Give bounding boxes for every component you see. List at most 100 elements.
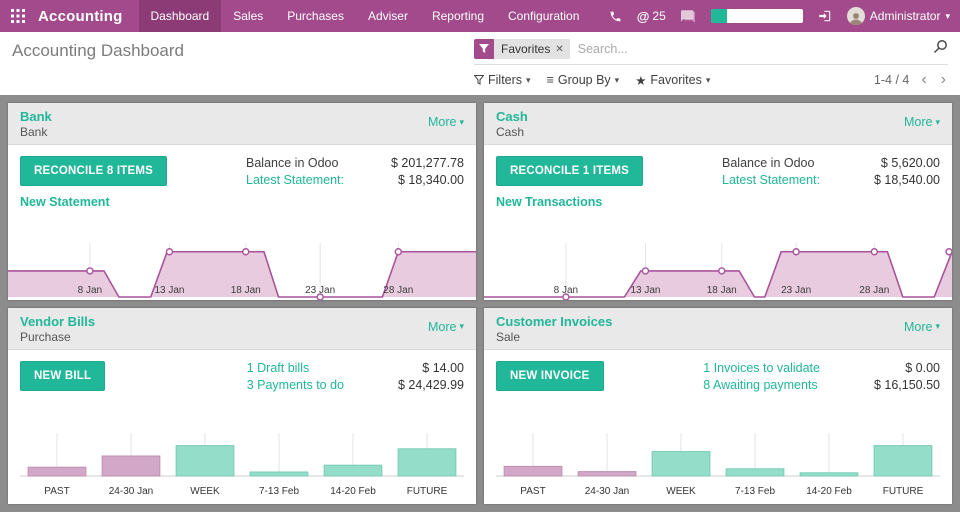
nav-item-configuration[interactable]: Configuration xyxy=(508,9,580,23)
card-vendor-bills-title[interactable]: Vendor Bills xyxy=(20,313,96,329)
card-cash-title[interactable]: Cash xyxy=(496,109,528,124)
usage-gauge[interactable] xyxy=(710,9,803,23)
at-icon: @ xyxy=(636,8,650,24)
new-statement-link[interactable]: New Statement xyxy=(20,195,110,209)
stat-label[interactable]: Latest Statement: xyxy=(722,173,820,187)
search-bar[interactable]: Favorites ✕ Search... xyxy=(474,39,948,65)
usage-gauge-fill xyxy=(710,9,728,23)
bank-balance-chart-svg: 8 Jan 13 Jan 18 Jan 23 Jan 28 Jan xyxy=(8,242,476,300)
stat-label[interactable]: 1 Draft bills xyxy=(246,360,310,375)
search-controls-column: Favorites ✕ Search... Filters ▾ ≡ Group … xyxy=(474,39,948,88)
customer-invoices-chart-labels: PAST 24-30 Jan WEEK 7-13 Feb 14-20 Feb FUTURE xyxy=(496,482,940,497)
card-cash: Cash Cash More ▾ RECONCILE 1 ITEMS New Tr… xyxy=(484,103,952,300)
bank-balance-chart: 8 Jan 13 Jan 18 Jan 23 Jan 28 Jan xyxy=(8,230,476,300)
nav-item-adviser[interactable]: Adviser xyxy=(367,9,408,23)
card-vendor-bills-header: Vendor Bills Purchase More ▾ xyxy=(8,307,476,350)
page-title: Accounting Dashboard xyxy=(12,41,185,60)
apps-grid-icon[interactable] xyxy=(0,0,36,32)
stat-value: $ 5,620.00 xyxy=(880,156,940,170)
pager-next-button[interactable]: › xyxy=(940,71,946,88)
search-input[interactable]: Search... xyxy=(577,42,628,56)
stat-value: $ 201,277.78 xyxy=(391,156,464,170)
bar-category-label: FUTURE xyxy=(882,486,924,497)
card-vendor-bills-subtitle: Purchase xyxy=(20,329,71,344)
sub-header: Accounting Dashboard Favorites ✕ Search.… xyxy=(0,32,960,95)
bars-icon: ≡ xyxy=(546,73,554,87)
top-navbar: Accounting Dashboard Sales Purchases Adv… xyxy=(0,0,960,32)
svg-text:28 Jan: 28 Jan xyxy=(859,285,889,296)
stat-label: Balance in Odoo xyxy=(246,156,339,170)
stat-value: $ 18,340.00 xyxy=(397,173,464,187)
stat-label[interactable]: 3 Payments to do xyxy=(246,377,344,392)
card-cash-body: RECONCILE 1 ITEMS New Transactions Balan… xyxy=(484,145,952,230)
bar-category-label: 7-13 Feb xyxy=(258,486,300,497)
card-vendor-bills-body: NEW BILL 1 Draft bills $ 14.00 3 Payment… xyxy=(8,350,476,432)
card-bank-subtitle: Bank xyxy=(20,125,48,139)
app-name[interactable]: Accounting xyxy=(38,7,123,25)
cash-balance-chart: 8 Jan 13 Jan 18 Jan 23 Jan 28 Jan xyxy=(484,230,952,300)
facet-close-icon[interactable]: ✕ xyxy=(555,43,564,55)
card-customer-invoices: Customer Invoices Sale More ▾ NEW INVOICE… xyxy=(484,307,952,504)
caret-down-icon: ▾ xyxy=(705,74,711,85)
stat-label[interactable]: 1 Invoices to validate xyxy=(703,360,820,375)
search-icon[interactable] xyxy=(933,39,948,59)
new-transactions-link[interactable]: New Transactions xyxy=(496,195,603,209)
nav-item-reporting[interactable]: Reporting xyxy=(431,9,484,23)
vendor-bills-chart-svg xyxy=(20,433,464,477)
stat-value: $ 18,540.00 xyxy=(873,173,940,187)
facet-label: Favorites xyxy=(501,42,551,56)
user-menu[interactable]: Administrator ▾ xyxy=(846,7,950,25)
bar-category-label: 24-30 Jan xyxy=(108,486,154,497)
filters-funnel-icon xyxy=(474,75,484,85)
sign-in-icon[interactable] xyxy=(818,9,832,23)
activity-count: 25 xyxy=(652,9,666,23)
reconcile-items-button[interactable]: RECONCILE 8 ITEMS xyxy=(20,156,168,186)
svg-text:8 Jan: 8 Jan xyxy=(554,285,578,296)
stat-label[interactable]: Latest Statement: xyxy=(246,173,344,187)
card-customer-invoices-title[interactable]: Customer Invoices xyxy=(496,313,613,329)
group-by-button[interactable]: ≡ Group By ▾ xyxy=(546,73,620,87)
card-customer-invoices-more-button[interactable]: More ▾ xyxy=(903,319,940,334)
star-icon: ★ xyxy=(635,73,647,88)
new-invoice-button[interactable]: NEW INVOICE xyxy=(496,360,604,391)
svg-text:8 Jan: 8 Jan xyxy=(78,285,102,296)
caret-down-icon: ▾ xyxy=(459,321,464,331)
pager-range: 1-4 / 4 xyxy=(873,73,910,87)
svg-text:28 Jan: 28 Jan xyxy=(383,285,413,296)
card-bank-stats: Balance in Odoo $ 201,277.78 Latest Stat… xyxy=(246,156,464,187)
avatar xyxy=(846,7,865,25)
cash-balance-chart-svg: 8 Jan 13 Jan 18 Jan 23 Jan 28 Jan xyxy=(484,242,952,300)
bar-category-label: WEEK xyxy=(190,486,220,497)
card-bank-title[interactable]: Bank xyxy=(20,109,52,124)
bar-category-label: PAST xyxy=(44,486,70,497)
nav-item-sales[interactable]: Sales xyxy=(233,9,264,23)
card-cash-stats: Balance in Odoo $ 5,620.00 Latest Statem… xyxy=(722,156,940,187)
stat-label: Balance in Odoo xyxy=(722,156,815,170)
reconcile-items-button[interactable]: RECONCILE 1 ITEMS xyxy=(496,156,644,186)
filters-button[interactable]: Filters ▾ xyxy=(474,73,531,87)
card-vendor-bills-stats: 1 Draft bills $ 14.00 3 Payments to do $… xyxy=(247,361,464,392)
card-cash-more-button[interactable]: More ▾ xyxy=(903,115,940,129)
pager-prev-button[interactable]: ‹ xyxy=(921,71,927,88)
card-vendor-bills-more-button[interactable]: More ▾ xyxy=(427,319,464,334)
phone-icon[interactable] xyxy=(609,10,622,23)
new-bill-button[interactable]: NEW BILL xyxy=(20,360,106,391)
card-bank-more-button[interactable]: More ▾ xyxy=(427,115,464,129)
vendor-bills-chart-labels: PAST 24-30 Jan WEEK 7-13 Feb 14-20 Feb FUTURE xyxy=(20,482,464,497)
caret-down-icon: ▾ xyxy=(526,74,531,85)
nav-item-purchases[interactable]: Purchases xyxy=(287,9,344,23)
svg-text:13 Jan: 13 Jan xyxy=(630,285,660,296)
favorites-button[interactable]: ★ Favorites ▾ xyxy=(635,73,711,88)
bar-category-label: 24-30 Jan xyxy=(584,486,630,497)
nav-item-dashboard[interactable]: Dashboard xyxy=(138,0,222,32)
caret-down-icon: ▾ xyxy=(945,10,950,21)
activity-menu[interactable]: @ 25 xyxy=(637,9,666,24)
filter-icon xyxy=(474,39,494,59)
card-customer-invoices-body: NEW INVOICE 1 Invoices to validate $ 0.0… xyxy=(484,350,952,432)
caret-down-icon: ▾ xyxy=(459,116,464,127)
chat-icon[interactable] xyxy=(680,9,696,23)
svg-text:18 Jan: 18 Jan xyxy=(231,285,261,296)
stat-label[interactable]: 8 Awaiting payments xyxy=(703,377,818,392)
bar-category-label: WEEK xyxy=(666,486,696,497)
card-customer-invoices-header: Customer Invoices Sale More ▾ xyxy=(484,307,952,350)
